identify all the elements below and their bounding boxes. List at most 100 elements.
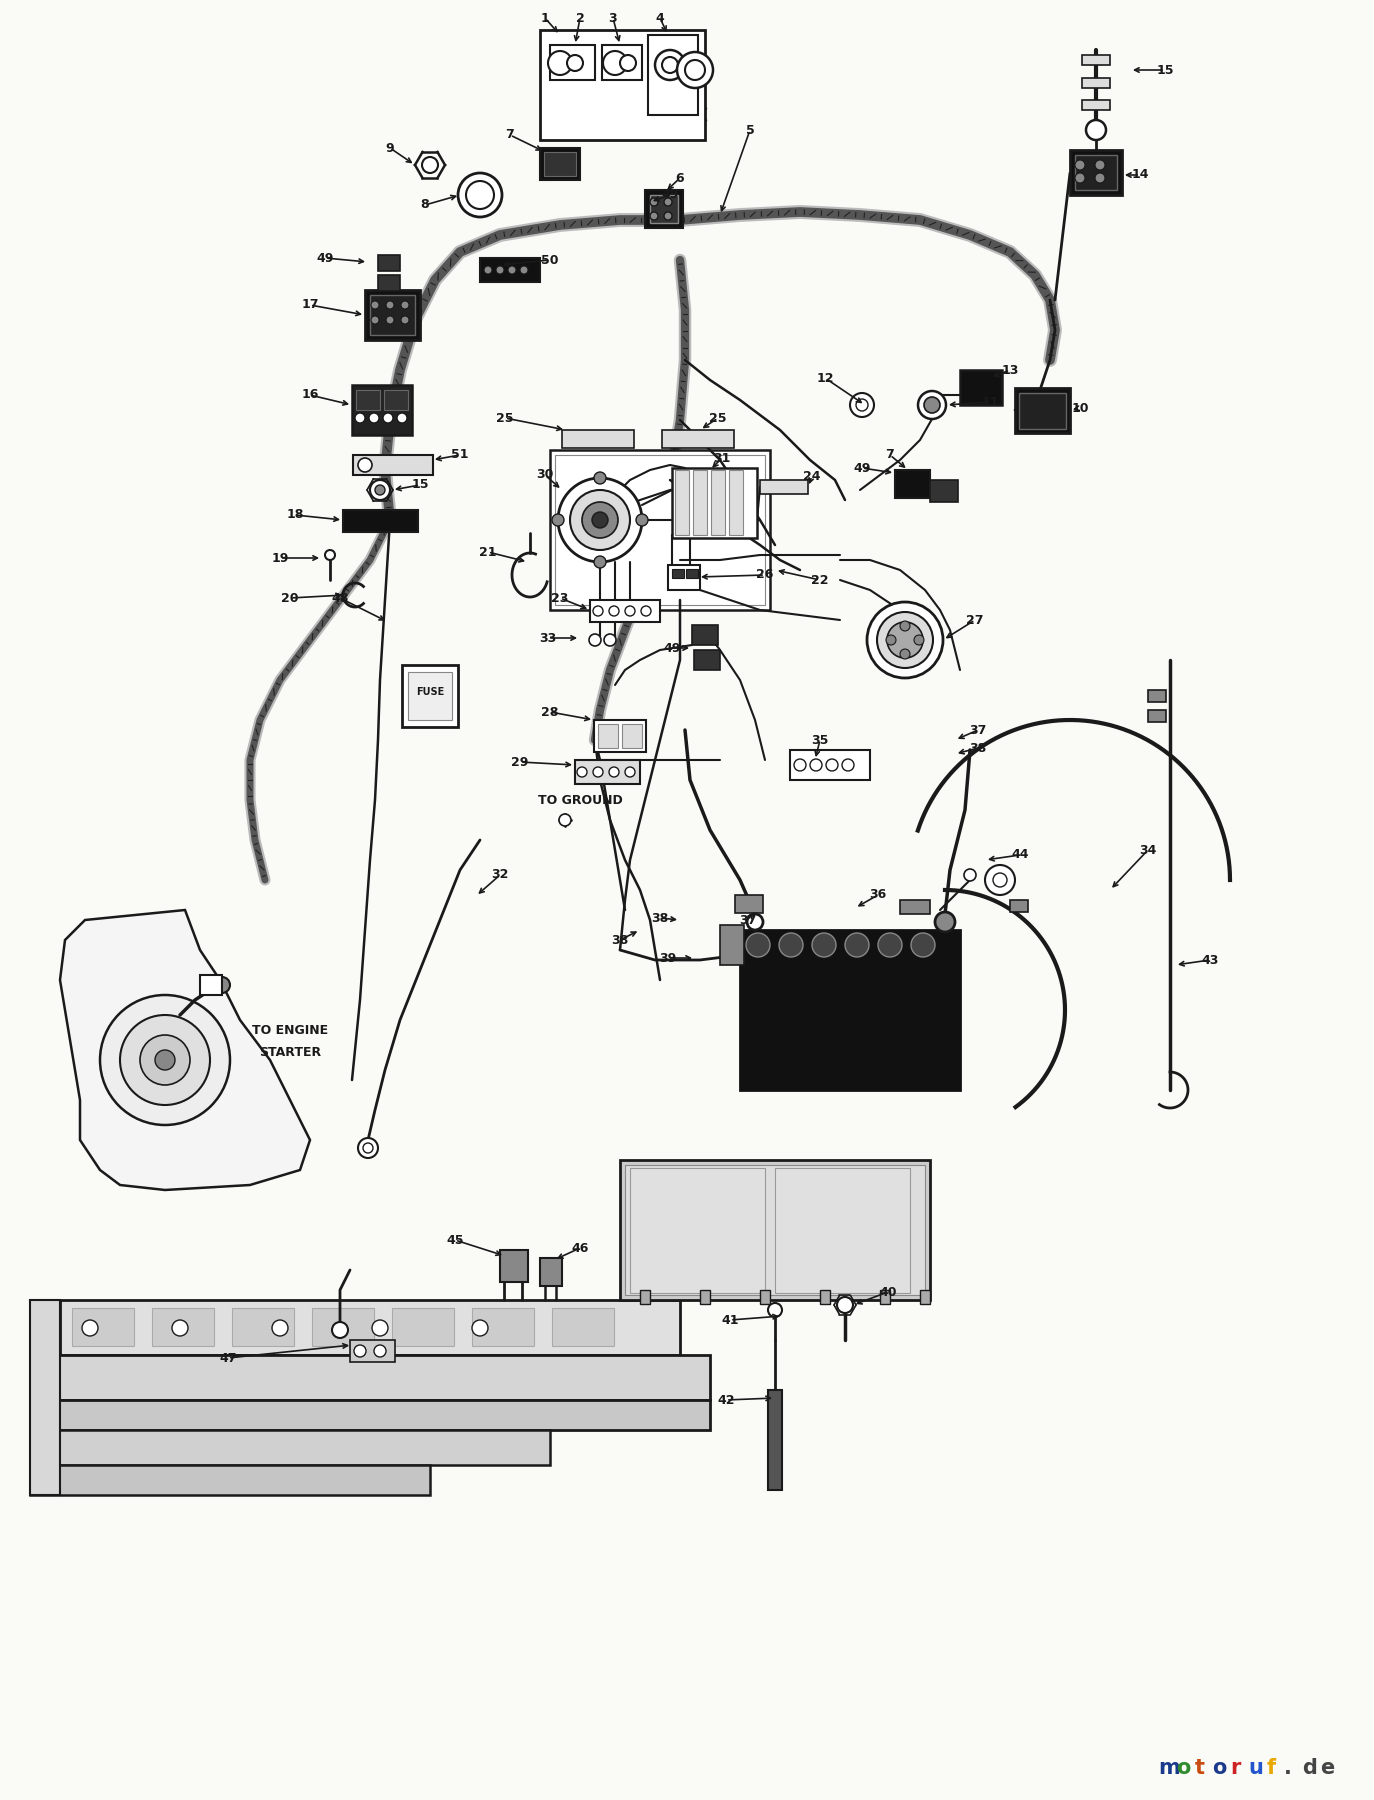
Bar (356, 391, 381, 410)
Circle shape (605, 634, 616, 646)
Bar (1074, 155, 1117, 191)
Text: 25: 25 (709, 412, 727, 425)
Circle shape (642, 607, 651, 616)
Text: 41: 41 (721, 1314, 739, 1327)
Text: o: o (1212, 1759, 1227, 1778)
Bar (1081, 101, 1110, 110)
Text: 46: 46 (572, 1242, 588, 1255)
Text: 40: 40 (879, 1285, 897, 1298)
Bar (312, 1309, 374, 1346)
Text: 50: 50 (541, 254, 559, 266)
Bar (383, 391, 408, 410)
Circle shape (401, 301, 409, 310)
Text: e: e (1320, 1759, 1334, 1778)
Circle shape (140, 1035, 190, 1085)
Text: 37: 37 (969, 724, 987, 736)
Circle shape (625, 767, 635, 778)
Circle shape (371, 301, 379, 310)
Polygon shape (60, 911, 311, 1190)
Bar (30, 1355, 710, 1400)
Bar (480, 257, 540, 283)
Text: 33: 33 (540, 632, 556, 644)
Bar (694, 650, 720, 670)
Circle shape (374, 1345, 386, 1357)
Circle shape (359, 457, 372, 472)
Bar (540, 1258, 562, 1285)
Circle shape (383, 412, 393, 423)
Circle shape (811, 760, 822, 770)
Bar (1149, 689, 1167, 702)
Circle shape (473, 1319, 488, 1336)
Text: t: t (1194, 1759, 1204, 1778)
Text: 12: 12 (816, 371, 834, 385)
Circle shape (900, 621, 910, 632)
Circle shape (466, 182, 495, 209)
Text: 27: 27 (966, 614, 984, 626)
Circle shape (548, 50, 572, 76)
Circle shape (677, 52, 713, 88)
Bar (378, 256, 400, 272)
Bar (686, 569, 698, 578)
Bar (370, 295, 415, 335)
Bar (741, 931, 960, 1091)
Circle shape (812, 932, 835, 958)
Circle shape (363, 1143, 372, 1154)
Bar (352, 385, 412, 436)
Text: 13: 13 (1002, 364, 1018, 376)
Text: TO ENGINE: TO ENGINE (251, 1024, 328, 1037)
Text: 31: 31 (713, 452, 731, 464)
Text: 49: 49 (853, 461, 871, 475)
Bar (625, 1165, 925, 1294)
Text: m: m (1158, 1759, 1180, 1778)
Text: 45: 45 (447, 1233, 464, 1246)
Circle shape (589, 634, 600, 646)
Circle shape (878, 932, 901, 958)
Circle shape (100, 995, 229, 1125)
Text: 4: 4 (655, 11, 665, 25)
Text: 14: 14 (1131, 169, 1149, 182)
Bar (555, 455, 765, 605)
Circle shape (662, 58, 677, 74)
Circle shape (592, 511, 609, 527)
Bar (640, 1291, 650, 1303)
Bar (403, 664, 458, 727)
Bar (644, 191, 683, 229)
Circle shape (636, 515, 649, 526)
Bar (820, 1291, 830, 1303)
Bar (540, 31, 705, 140)
Text: .: . (1285, 1759, 1292, 1778)
Circle shape (594, 767, 603, 778)
Bar (30, 1429, 550, 1465)
Bar (692, 625, 719, 644)
Bar (392, 1309, 453, 1346)
Circle shape (577, 767, 587, 778)
Circle shape (746, 932, 769, 958)
Circle shape (594, 472, 606, 484)
Bar (1081, 77, 1110, 88)
Circle shape (886, 635, 896, 644)
Circle shape (1085, 121, 1106, 140)
Circle shape (82, 1319, 98, 1336)
Bar (153, 1309, 214, 1346)
Circle shape (333, 1321, 348, 1337)
Circle shape (371, 317, 379, 324)
Circle shape (609, 607, 620, 616)
Circle shape (559, 814, 572, 826)
Text: 38: 38 (611, 934, 629, 947)
Bar (672, 468, 757, 538)
Bar (232, 1309, 294, 1346)
Text: 19: 19 (271, 551, 289, 565)
Text: 9: 9 (386, 142, 394, 155)
Circle shape (747, 914, 763, 931)
Circle shape (985, 866, 1015, 895)
Circle shape (1095, 173, 1105, 184)
Bar (30, 1400, 710, 1429)
Bar (589, 599, 660, 623)
Text: 7: 7 (506, 128, 514, 142)
Bar (649, 34, 698, 115)
Bar (692, 470, 708, 535)
Bar (900, 900, 930, 914)
Text: 48: 48 (331, 592, 349, 605)
Text: STARTER: STARTER (258, 1046, 322, 1058)
Bar (622, 724, 642, 749)
